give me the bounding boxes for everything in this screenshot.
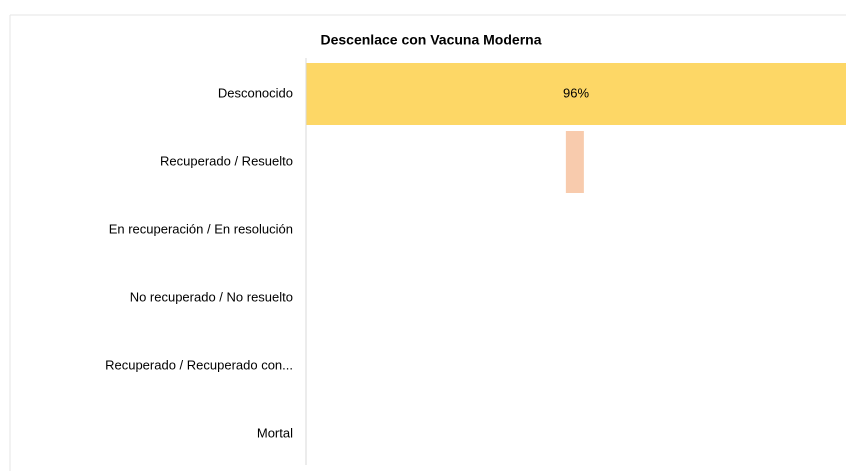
- y-tick-label: Recuperado / Resuelto: [160, 153, 293, 168]
- bar: [565, 131, 584, 193]
- data-label: 96%: [563, 85, 589, 100]
- y-tick-label: Mortal: [257, 425, 293, 440]
- chart-title: Descenlace con Vacuna Moderna: [321, 32, 542, 48]
- y-tick-label: No recuperado / No resuelto: [130, 289, 293, 304]
- y-tick-label: Desconocido: [218, 85, 293, 100]
- bar: [306, 63, 846, 125]
- y-tick-label: En recuperación / En resolución: [109, 221, 293, 236]
- y-tick-label: Recuperado / Recuperado con...: [105, 357, 293, 372]
